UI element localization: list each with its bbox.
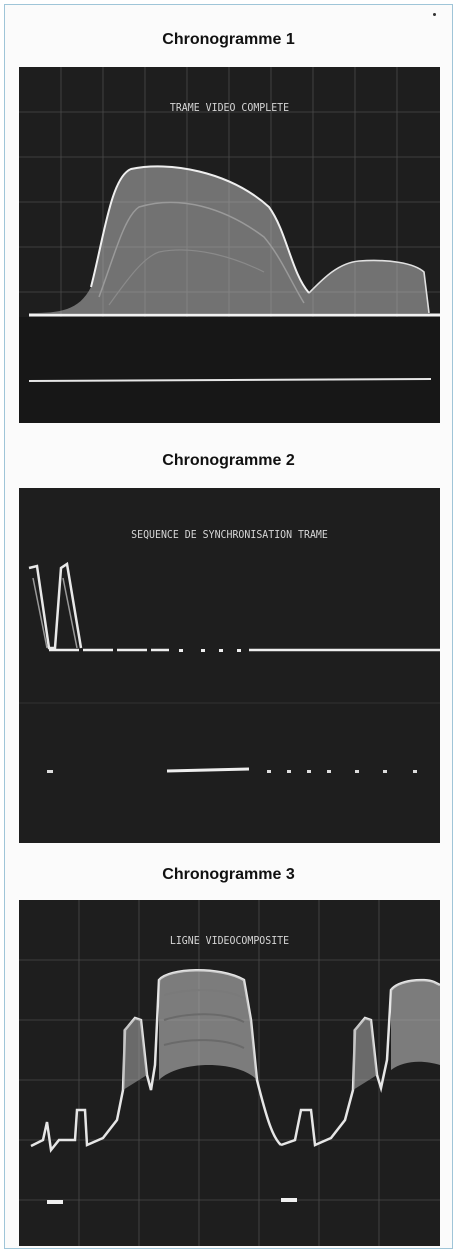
oscilloscope-trace-1	[19, 67, 440, 423]
chronogramme-2-heading: Chronogramme 2	[162, 452, 295, 469]
oscilloscope-trace-2	[19, 561, 440, 773]
chronogramme-3-heading: Chronogramme 3	[162, 866, 295, 883]
oscilloscope-screen-1: TRAME VIDEO COMPLETE	[19, 67, 440, 423]
chronogramme-1-heading: Chronogramme 1	[162, 31, 295, 48]
oscilloscope-screen-3: LIGNE VIDEOCOMPOSITE	[19, 900, 440, 1246]
figure-frame: Chronogramme 1	[4, 4, 453, 1249]
oscilloscope-screen-2: SEQUENCE DE SYNCHRONISATION TRAME	[19, 488, 440, 843]
screen-label-1: TRAME VIDEO COMPLETE	[169, 101, 290, 114]
oscilloscope-trace-3	[19, 900, 440, 1246]
screen-label-3: LIGNE VIDEOCOMPOSITE	[169, 934, 290, 947]
screen-label-2: SEQUENCE DE SYNCHRONISATION TRAME	[131, 528, 328, 541]
speck-mark	[433, 13, 436, 16]
